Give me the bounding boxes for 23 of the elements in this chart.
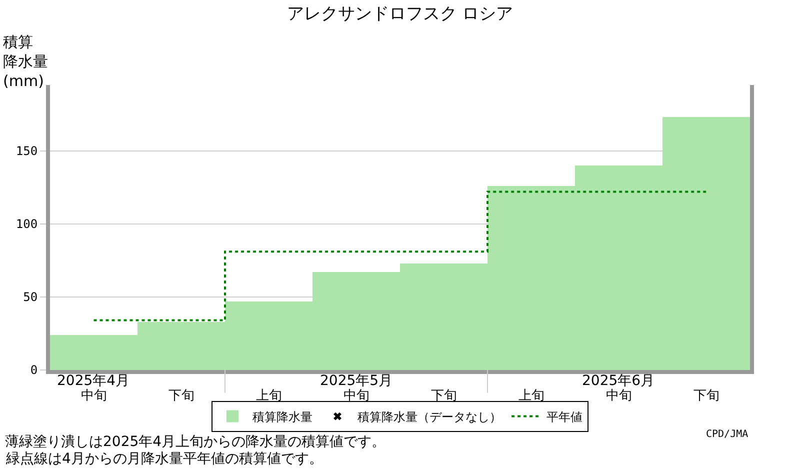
y-axis-title: 積算降水量(mm): [3, 33, 48, 90]
legend-label: 積算降水量（データなし）: [358, 410, 502, 424]
x-tick-label: 下旬: [430, 388, 457, 404]
chart-title: アレクサンドロフスク ロシア: [286, 4, 514, 24]
y-tick-label: 50: [23, 290, 38, 304]
y-tick-label: 150: [16, 144, 38, 158]
y-tick-label: 0: [30, 363, 38, 378]
text: CPD/JMA: [706, 429, 748, 440]
x-tick-label: 中旬: [80, 388, 107, 404]
x-tick-label: 上旬: [518, 388, 544, 404]
text: 2025年5月: [320, 373, 393, 389]
x-tick-label: 中旬: [606, 388, 632, 404]
x-tick-label: 下旬: [693, 388, 720, 404]
x-tick-label: 下旬: [168, 388, 194, 404]
text: 薄緑塗り潰しは2025年4月上旬からの降水量の積算値です。: [5, 434, 386, 450]
x-tick-label: 中旬: [343, 388, 370, 404]
text: 緑点線は4月からの月降水量平年値の積算値です。: [5, 451, 323, 467]
y-tick-label: 100: [16, 217, 38, 232]
text: 2025年6月: [582, 373, 655, 389]
x-tick-label: 上旬: [256, 388, 282, 404]
text: 2025年4月: [57, 373, 130, 389]
legend-label: 平年値: [546, 410, 582, 424]
legend-label: 積算降水量: [252, 410, 312, 424]
